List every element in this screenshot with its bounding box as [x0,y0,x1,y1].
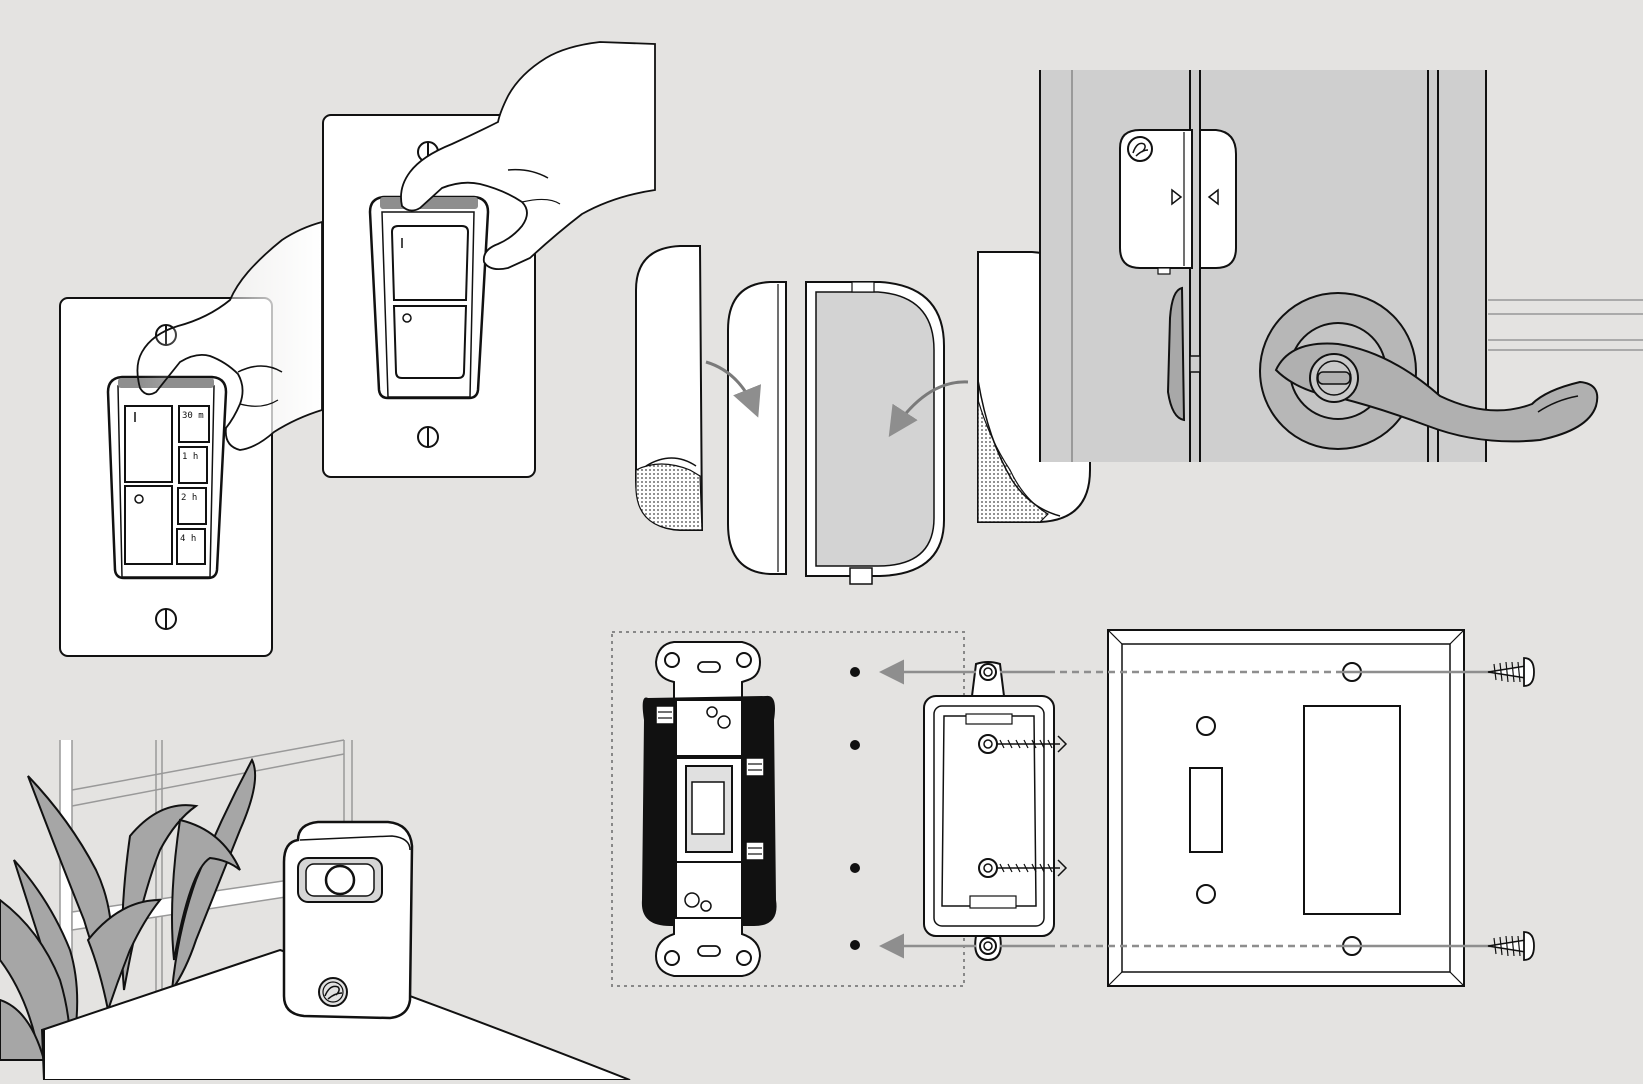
contact-sensor-exploded [635,245,1091,585]
terminal-screw [655,705,675,725]
door-scene [1039,70,1643,462]
wire-point-3 [850,863,860,873]
alignment-arrow-sensor [1171,188,1183,206]
timer-button-1h [178,446,208,484]
adhesive-dotted-backing-right [977,399,1049,523]
camera-scene [0,739,631,1081]
terminal-screw-right-bottom [745,841,765,861]
plate-screw-bottom-right [1487,931,1535,961]
off-paddle [124,485,173,565]
onoff-switch-scene [322,41,656,478]
mounted-sensor [1119,129,1193,269]
security-camera [282,820,414,1020]
plate-screw-bottom-center [417,426,439,448]
wire-point-2 [850,740,860,750]
alignment-arrow-magnet [1207,188,1219,206]
wire-point-1 [850,667,860,677]
on-paddle [124,405,173,483]
plate-screw-top-right [1487,657,1535,687]
switch-on-paddle [390,225,470,301]
camera-lens [324,864,356,896]
toggle-opening [1189,767,1223,853]
ge-logo-icon [318,977,348,1007]
sensor-battery-cover [815,291,935,567]
timer-switch-scene: 30 m 1 h 2 h 4 h [59,220,323,657]
adhesive-dotted-backing-left [635,463,703,531]
arrow-attach-magnet [705,360,762,418]
power-circle-icon [134,494,144,504]
box-screw-lower [978,858,1068,878]
plant [0,757,257,1061]
timer-button-30m [178,405,210,443]
switch-off-paddle [392,305,468,379]
timer-label-4h: 4 h [180,534,196,544]
wire-point-4 [850,940,860,950]
plate-screw-bottom-left [155,608,177,630]
decora-opening [1303,705,1401,915]
arrow-attach-sensor [888,380,969,438]
timer-label-2h: 2 h [181,493,197,503]
latch-plate [1166,286,1186,422]
box-screw-upper [978,734,1068,754]
hand-center [400,41,656,271]
timer-button-2h [177,487,207,525]
power-circle-icon [402,313,412,323]
terminal-screw-right-top [745,757,765,777]
switch-dotted-frame [611,631,965,987]
ge-logo-icon [1127,136,1153,162]
timer-label-30m: 30 m [182,411,204,421]
sensor-tab [849,567,873,585]
hand-left [136,220,323,451]
magnet-body [727,281,787,575]
timer-label-1h: 1 h [182,452,198,462]
wiring-exploded [611,629,1535,987]
timer-button-4h [176,528,206,565]
